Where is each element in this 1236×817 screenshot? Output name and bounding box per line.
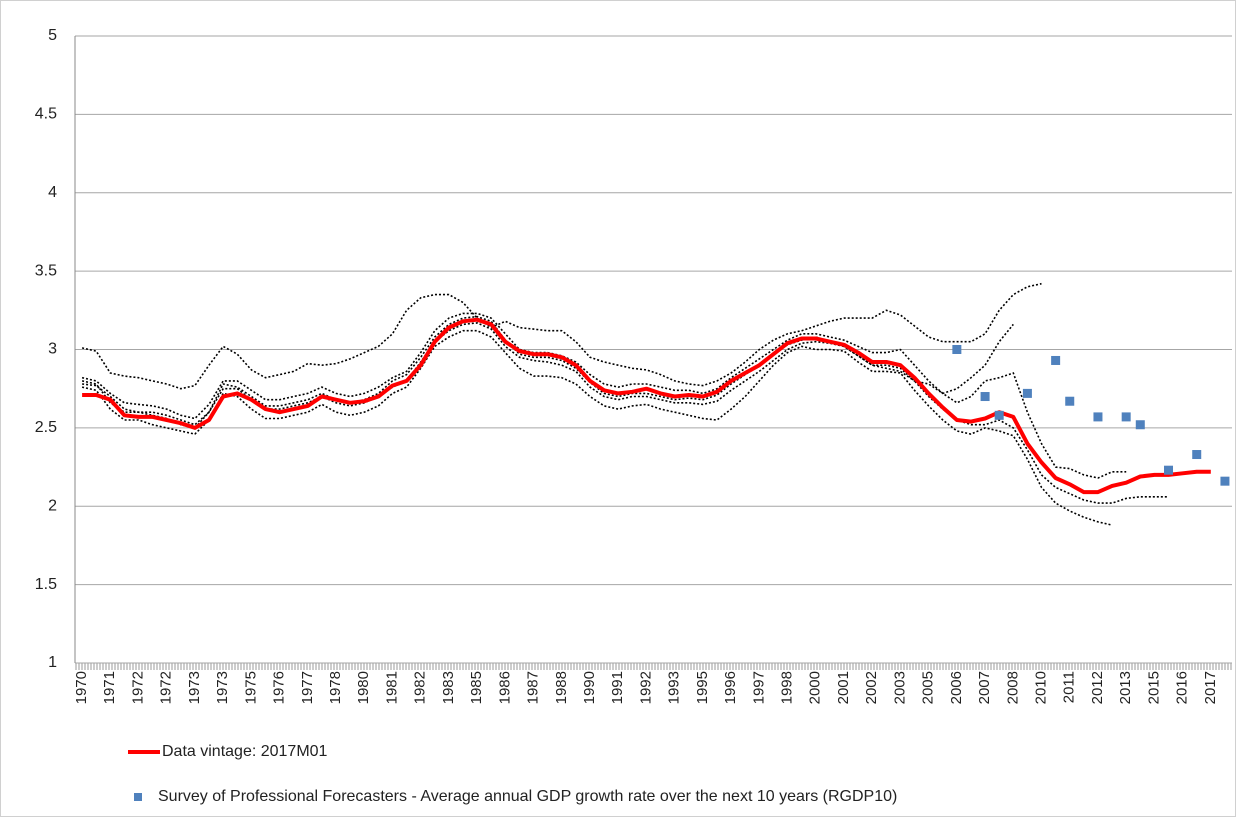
legend-swatch [134, 793, 142, 801]
x-tick-label: 1973 [186, 671, 203, 704]
x-tick-label: 2010 [1032, 671, 1049, 704]
y-tick-label: 1 [48, 654, 57, 671]
x-tick-label: 1987 [525, 671, 542, 704]
legend-label: Data vintage: 2017M01 [162, 743, 328, 760]
scatter-point [952, 345, 962, 354]
y-tick-label: 5 [48, 27, 57, 44]
scatter-point [994, 410, 1004, 420]
x-tick-label: 1981 [383, 671, 400, 704]
x-tick-label: 2006 [948, 671, 965, 704]
x-tick-label: 1976 [271, 671, 288, 704]
x-tick-label: 2000 [807, 671, 824, 704]
x-tick-label: 1985 [468, 671, 485, 704]
x-axis-minor-ticks [75, 663, 1232, 670]
y-tick-label: 2.5 [35, 419, 57, 436]
series-line [82, 317, 1211, 495]
x-tick-label: 2001 [835, 671, 852, 704]
x-tick-label: 1970 [73, 671, 90, 704]
x-tick-label: 2015 [1145, 671, 1162, 704]
y-tick-label: 3.5 [35, 262, 57, 279]
x-tick-label: 1990 [581, 671, 598, 704]
scatter-point [1121, 412, 1131, 422]
x-tick-label: 1992 [637, 671, 654, 704]
y-tick-label: 3 [48, 341, 57, 358]
y-tick-label: 4 [48, 184, 57, 201]
vintage-line [81, 282, 1042, 390]
x-tick-label: 2002 [863, 671, 880, 704]
legend-label: Survey of Professional Forecasters - Ave… [158, 788, 897, 805]
x-tick-label: 1983 [440, 671, 457, 704]
scatter-point [1093, 412, 1103, 422]
x-tick-label: 1982 [412, 671, 429, 704]
vintage-line [81, 315, 1014, 429]
x-tick-label: 1971 [101, 671, 118, 704]
vintage-line [81, 312, 1127, 479]
scatter-point [980, 392, 990, 402]
x-tick-label: 1991 [609, 671, 626, 704]
x-tick-label: 1977 [299, 671, 316, 704]
x-tick-label: 2011 [1061, 671, 1078, 703]
x-tick-label: 1997 [750, 671, 767, 704]
x-tick-label: 1986 [496, 671, 513, 704]
x-tick-label: 1993 [666, 671, 683, 704]
x-tick-label: 1972 [129, 671, 146, 704]
scatter-point [1135, 420, 1145, 430]
scatter-point [1220, 476, 1230, 486]
x-tick-label: 1973 [214, 671, 231, 704]
x-tick-label: 2008 [1004, 671, 1021, 704]
x-tick-label: 2016 [1174, 671, 1191, 704]
x-tick-label: 1996 [722, 671, 739, 704]
x-tick-label: 1995 [694, 671, 711, 704]
scatter-point [1051, 355, 1061, 365]
y-tick-label: 1.5 [35, 576, 57, 593]
scatter-point [1065, 396, 1075, 406]
x-tick-label: 2017 [1202, 671, 1219, 704]
scatter-point [1164, 465, 1174, 475]
x-tick-label: 2005 [920, 671, 937, 704]
x-tick-label: 1988 [553, 671, 570, 704]
x-tick-label: 2007 [976, 671, 993, 704]
x-tick-label: 2012 [1089, 671, 1106, 704]
x-tick-label: 1972 [158, 671, 175, 704]
scatter-point [1192, 450, 1202, 460]
scatter-point [1022, 388, 1032, 398]
x-tick-label: 2003 [891, 671, 908, 704]
x-tick-label: 1975 [242, 671, 259, 704]
x-tick-label: 1980 [355, 671, 372, 704]
x-tick-label: 1978 [327, 671, 344, 704]
x-tick-label: 2013 [1117, 671, 1134, 704]
y-tick-label: 4.5 [35, 106, 57, 123]
y-tick-label: 2 [48, 497, 57, 514]
x-tick-label: 1998 [779, 671, 796, 704]
